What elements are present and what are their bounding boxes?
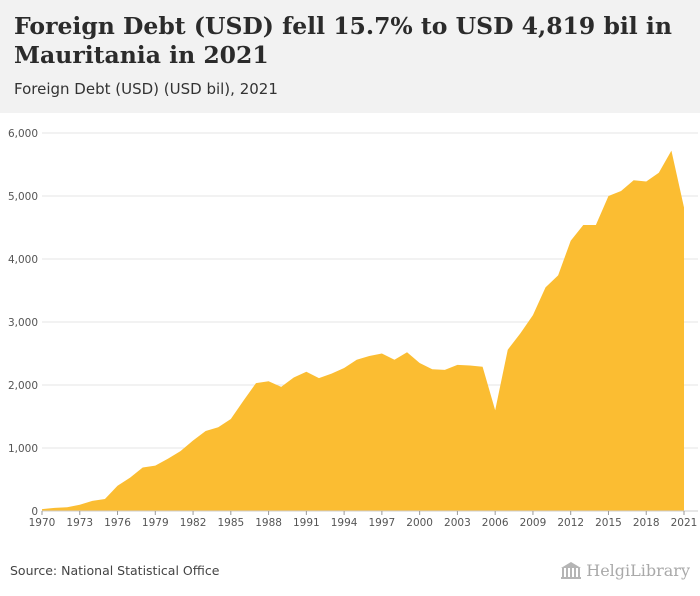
x-tick-label: 1988 (255, 517, 282, 529)
y-tick-label: 3,000 (8, 317, 38, 329)
x-tick-label: 2018 (633, 517, 660, 529)
x-tick-label: 1973 (66, 517, 93, 529)
x-tick-label: 2012 (557, 517, 584, 529)
x-tick-label: 2003 (444, 517, 471, 529)
x-tick-label: 2006 (482, 517, 509, 529)
y-tick-label: 4,000 (8, 254, 38, 266)
chart-header: Foreign Debt (USD) fell 15.7% to USD 4,8… (0, 0, 700, 113)
x-tick-label: 1979 (142, 517, 169, 529)
x-tick-label: 1976 (104, 517, 131, 529)
area-chart: 0 1,000 2,000 3,000 4,000 5,000 6,000 1970 1973 1… (8, 128, 698, 529)
library-building-icon (561, 561, 582, 579)
x-tick-label: 1982 (180, 517, 207, 529)
x-tick-label: 2021 (671, 517, 698, 529)
x-tick-label: 1970 (29, 517, 56, 529)
x-tick-label: 1997 (369, 517, 396, 529)
x-tick-label: 2000 (406, 517, 433, 529)
y-tick-label: 5,000 (8, 191, 38, 203)
y-tick-label: 1,000 (8, 443, 38, 455)
y-tick-label: 6,000 (8, 128, 38, 140)
x-tick-label: 1985 (217, 517, 244, 529)
source-note: Source: National Statistical Office (10, 563, 220, 578)
helgi-library-logo: HelgiLibrary (560, 561, 690, 580)
chart-title: Foreign Debt (USD) fell 15.7% to USD 4,8… (14, 12, 672, 69)
data-area-series (42, 150, 684, 511)
chart-subtitle: Foreign Debt (USD) (USD bil), 2021 (14, 80, 278, 98)
x-tick-label: 1994 (331, 517, 358, 529)
x-tick-label: 1991 (293, 517, 320, 529)
x-tick-label: 2009 (520, 517, 547, 529)
x-tick-label: 2015 (595, 517, 622, 529)
logo-text: HelgiLibrary (586, 561, 690, 580)
y-tick-label: 0 (31, 506, 38, 518)
y-tick-label: 2,000 (8, 380, 38, 392)
